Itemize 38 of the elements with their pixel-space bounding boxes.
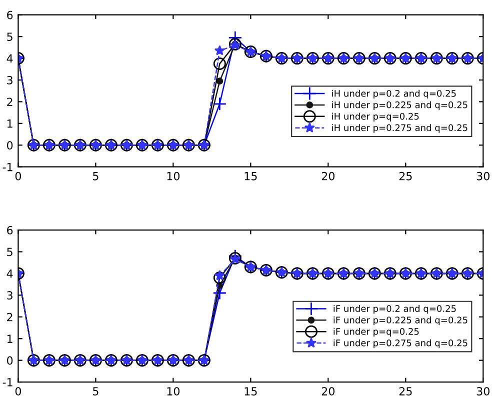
y-tick-label: 5 <box>7 32 12 41</box>
x-tick-label: 5 <box>93 387 98 396</box>
x-tick-label: 30 <box>476 172 490 180</box>
y-tick-label: 3 <box>7 76 12 84</box>
y-tick-label: -1 <box>2 378 12 386</box>
x-tick-label: 0 <box>15 387 21 396</box>
y-tick-label: 4 <box>6 54 13 63</box>
y-tick-label: 1 <box>7 334 12 343</box>
legend-label: iH under p=0.275 and q=0.25 <box>332 124 468 133</box>
y-tick-label: 6 <box>7 10 13 20</box>
y-tick-label: 3 <box>7 291 12 300</box>
y-tick-label: 0 <box>7 356 13 365</box>
y-tick-label: 4 <box>6 270 13 278</box>
x-tick-label: 5 <box>93 172 98 180</box>
x-tick-label: 15 <box>244 172 257 180</box>
x-tick-label: 20 <box>322 172 334 180</box>
x-tick-label: 30 <box>476 387 490 396</box>
x-tick-label: 20 <box>322 387 334 396</box>
legend-label: iF under p=0.275 and q=0.25 <box>334 339 468 348</box>
y-tick-label: 1 <box>7 120 12 128</box>
legend-label: iH under p=0.225 and q=0.25 <box>332 101 468 110</box>
legend-label: iF under p=0.2 and q=0.25 <box>334 304 456 314</box>
y-tick-label: 2 <box>7 312 12 322</box>
y-tick-label: 5 <box>7 248 12 256</box>
x-tick-label: 25 <box>399 172 412 180</box>
legend-label: iH under p=q=0.25 <box>332 112 419 122</box>
legend-label: iH under p=0.2 and q=0.25 <box>332 90 456 99</box>
x-tick-label: 10 <box>167 387 180 396</box>
y-tick-label: -1 <box>2 162 12 172</box>
y-tick-label: 0 <box>7 141 13 150</box>
x-tick-label: 15 <box>244 387 257 396</box>
x-tick-label: 0 <box>15 172 21 180</box>
legend-label: iF under p=0.225 and q=0.25 <box>334 316 468 326</box>
legend-label: iF under p=q=0.25 <box>334 328 419 337</box>
x-tick-label: 25 <box>399 387 412 396</box>
x-tick-label: 10 <box>167 172 180 180</box>
y-tick-label: 6 <box>7 226 13 234</box>
y-tick-label: 2 <box>7 98 12 106</box>
